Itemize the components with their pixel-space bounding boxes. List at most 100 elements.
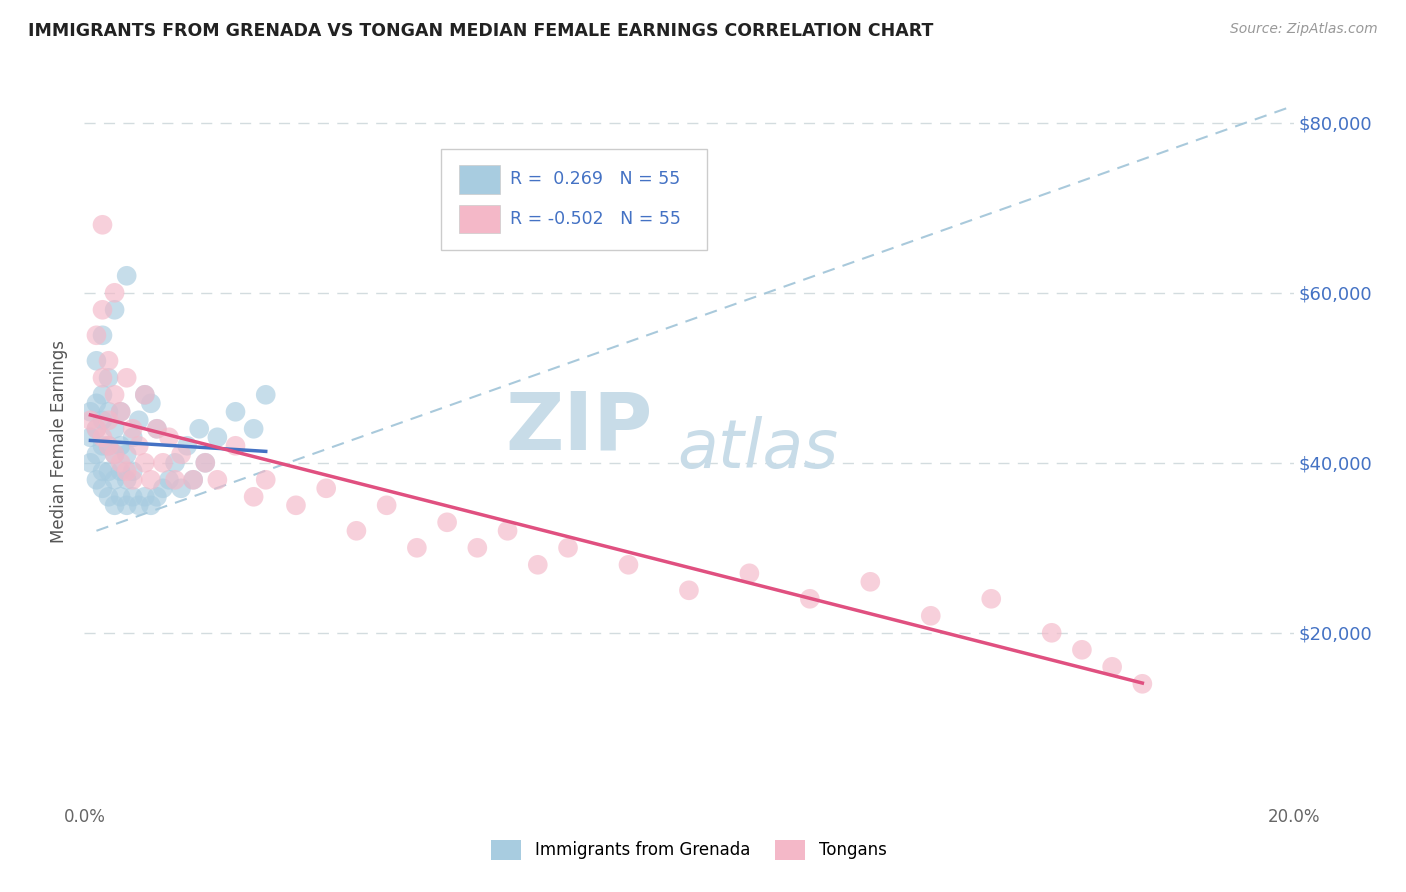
Text: R = -0.502   N = 55: R = -0.502 N = 55 bbox=[510, 210, 681, 228]
Point bbox=[1040, 625, 1063, 640]
Point bbox=[157, 473, 180, 487]
Point bbox=[91, 328, 114, 343]
Point bbox=[97, 439, 120, 453]
Point bbox=[121, 464, 143, 478]
Point bbox=[110, 490, 132, 504]
Point bbox=[170, 447, 193, 461]
Point bbox=[406, 541, 429, 555]
Point bbox=[91, 413, 114, 427]
Point bbox=[170, 481, 193, 495]
Point bbox=[104, 285, 127, 300]
Point bbox=[79, 456, 101, 470]
Point bbox=[146, 490, 169, 504]
Legend: Immigrants from Grenada, Tongans: Immigrants from Grenada, Tongans bbox=[485, 833, 893, 867]
Point bbox=[115, 464, 138, 478]
Point bbox=[115, 371, 138, 385]
Point bbox=[97, 405, 120, 419]
Point bbox=[97, 413, 120, 427]
Point bbox=[110, 405, 132, 419]
Point bbox=[134, 456, 156, 470]
Point bbox=[79, 413, 101, 427]
Point bbox=[91, 302, 114, 317]
Point bbox=[617, 558, 640, 572]
Point bbox=[121, 490, 143, 504]
Point bbox=[86, 353, 108, 368]
Point bbox=[152, 456, 174, 470]
Point bbox=[181, 473, 204, 487]
Point bbox=[91, 481, 114, 495]
Point bbox=[91, 464, 114, 478]
Point bbox=[104, 422, 127, 436]
Point bbox=[121, 422, 143, 436]
Point bbox=[1130, 677, 1153, 691]
FancyBboxPatch shape bbox=[460, 204, 501, 234]
Point bbox=[97, 464, 120, 478]
Point bbox=[527, 558, 550, 572]
Point bbox=[225, 405, 247, 419]
Point bbox=[146, 422, 169, 436]
Point bbox=[79, 430, 101, 444]
Point bbox=[91, 218, 114, 232]
Point bbox=[254, 473, 277, 487]
Point bbox=[980, 591, 1002, 606]
Point bbox=[104, 388, 127, 402]
Y-axis label: Median Female Earnings: Median Female Earnings bbox=[51, 340, 69, 543]
Point bbox=[110, 456, 132, 470]
Point bbox=[165, 456, 187, 470]
Point bbox=[139, 396, 162, 410]
Point bbox=[146, 422, 169, 436]
Point bbox=[128, 498, 150, 512]
Point bbox=[104, 498, 127, 512]
Text: R =  0.269   N = 55: R = 0.269 N = 55 bbox=[510, 170, 681, 188]
Point bbox=[86, 473, 108, 487]
Point bbox=[139, 498, 162, 512]
Point bbox=[104, 447, 127, 461]
Point bbox=[242, 422, 264, 436]
Point bbox=[134, 388, 156, 402]
Point bbox=[86, 396, 108, 410]
Point bbox=[97, 353, 120, 368]
Point bbox=[285, 498, 308, 512]
Point bbox=[104, 447, 127, 461]
Text: atlas: atlas bbox=[676, 416, 838, 482]
Point bbox=[139, 473, 162, 487]
Point bbox=[194, 456, 217, 470]
Point bbox=[79, 405, 101, 419]
Point bbox=[176, 439, 198, 453]
Point bbox=[194, 456, 217, 470]
Point bbox=[115, 473, 138, 487]
Point bbox=[1071, 642, 1094, 657]
Point bbox=[91, 371, 114, 385]
Point bbox=[91, 430, 114, 444]
Point bbox=[97, 439, 120, 453]
FancyBboxPatch shape bbox=[460, 165, 501, 194]
Point bbox=[86, 422, 108, 436]
Point bbox=[121, 473, 143, 487]
Point bbox=[115, 268, 138, 283]
Point bbox=[181, 473, 204, 487]
Point bbox=[91, 388, 114, 402]
Point bbox=[121, 430, 143, 444]
Point bbox=[496, 524, 519, 538]
FancyBboxPatch shape bbox=[441, 149, 707, 250]
Point bbox=[207, 473, 229, 487]
Point bbox=[134, 388, 156, 402]
Point bbox=[157, 430, 180, 444]
Point bbox=[97, 490, 120, 504]
Point bbox=[110, 439, 132, 453]
Point bbox=[115, 498, 138, 512]
Point bbox=[188, 422, 211, 436]
Point bbox=[97, 371, 120, 385]
Point bbox=[557, 541, 579, 555]
Point bbox=[165, 473, 187, 487]
Point bbox=[207, 430, 229, 444]
Point bbox=[920, 608, 942, 623]
Point bbox=[346, 524, 368, 538]
Point bbox=[799, 591, 821, 606]
Point bbox=[110, 405, 132, 419]
Point bbox=[104, 302, 127, 317]
Point bbox=[91, 439, 114, 453]
Text: Source: ZipAtlas.com: Source: ZipAtlas.com bbox=[1230, 22, 1378, 37]
Text: IMMIGRANTS FROM GRENADA VS TONGAN MEDIAN FEMALE EARNINGS CORRELATION CHART: IMMIGRANTS FROM GRENADA VS TONGAN MEDIAN… bbox=[28, 22, 934, 40]
Point bbox=[678, 583, 700, 598]
